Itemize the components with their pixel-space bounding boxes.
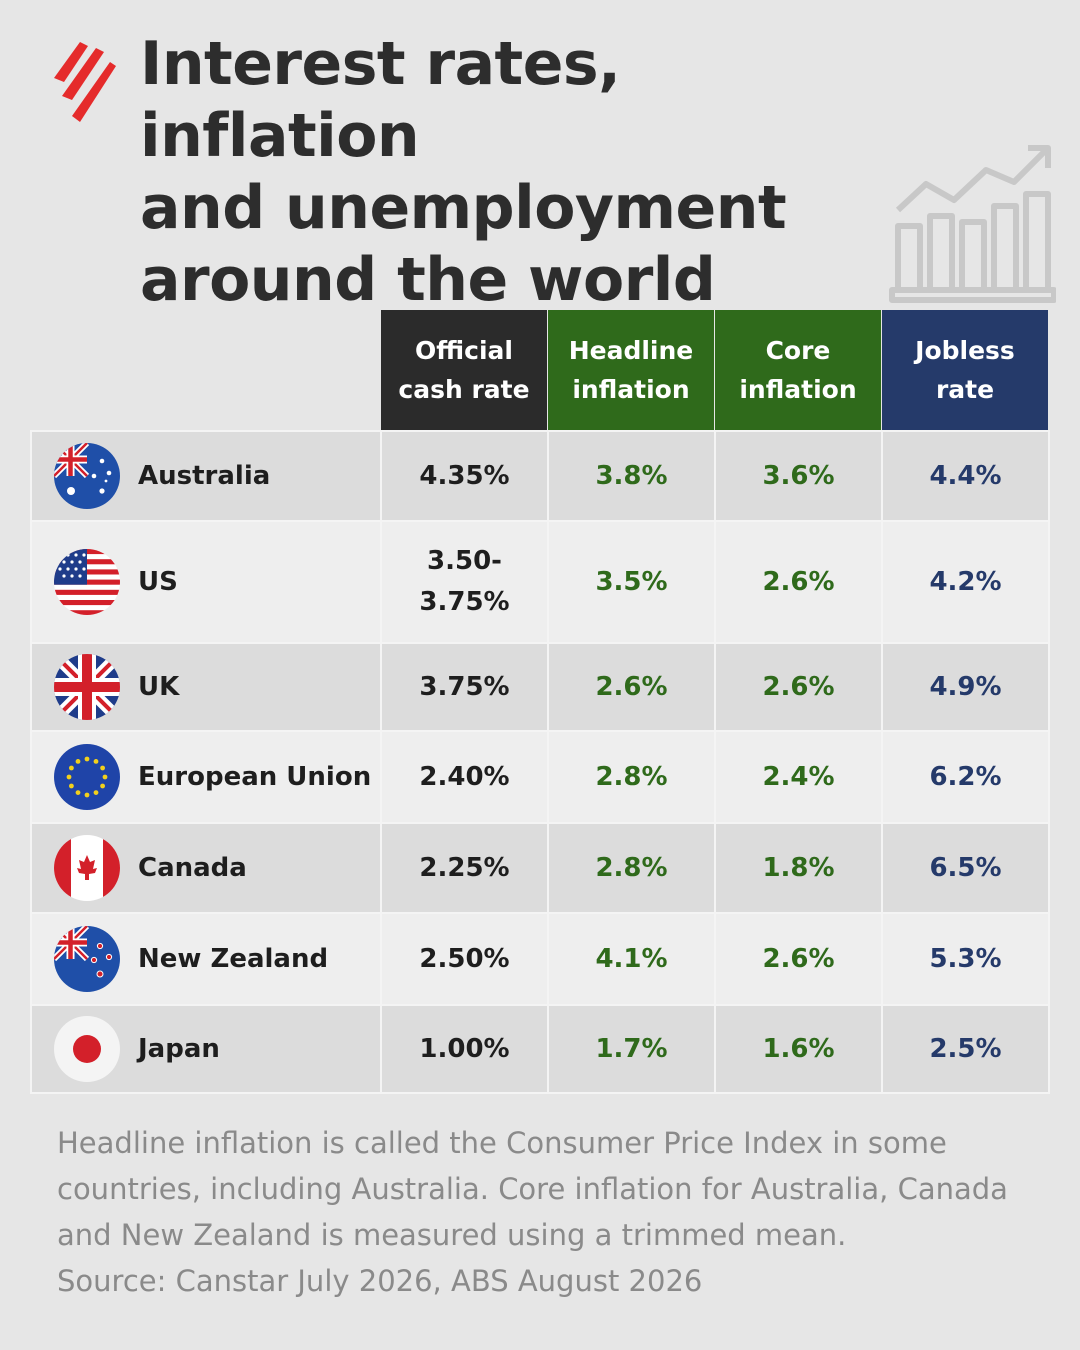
header-text: Official: [415, 336, 513, 365]
core-inflation-value: 2.6%: [714, 914, 881, 1004]
header-text: inflation: [572, 375, 690, 404]
headline-inflation-value: 2.8%: [547, 732, 714, 822]
sbs-logo-icon: [54, 42, 116, 122]
country-cell: UK: [32, 644, 380, 730]
country-cell: European Union: [32, 732, 380, 822]
header-text: Headline: [568, 336, 694, 365]
table-row: European Union 2.40% 2.8% 2.4% 6.2%: [32, 730, 1048, 822]
bar-chart-growth-icon: [889, 145, 1056, 303]
table-row: UK 3.75% 2.6% 2.6% 4.9%: [32, 642, 1048, 730]
core-inflation-value: 2.4%: [714, 732, 881, 822]
page-title: Interest rates, inflation and unemployme…: [140, 28, 900, 316]
header-text: rate: [935, 375, 995, 404]
table-row: Japan 1.00% 1.7% 1.6% 2.5%: [32, 1004, 1048, 1092]
us-flag-icon: [54, 549, 120, 615]
headline-inflation-value: 2.6%: [547, 644, 714, 730]
cash-rate-value: 2.40%: [380, 732, 547, 822]
headline-inflation-value: 4.1%: [547, 914, 714, 1004]
header-headline-inflation: Headline inflation: [548, 310, 714, 430]
jobless-rate-value: 6.2%: [881, 732, 1048, 822]
jobless-rate-value: 4.2%: [881, 522, 1048, 642]
jobless-rate-value: 4.4%: [881, 432, 1048, 520]
country-name: UK: [138, 671, 180, 702]
country-name: US: [138, 566, 178, 597]
eu-flag-icon: [54, 744, 120, 810]
jobless-rate-value: 6.5%: [881, 824, 1048, 912]
data-table: Official cash rate Headline inflation Co…: [30, 310, 1050, 1094]
footnote-line: countries, including Australia. Core inf…: [57, 1172, 1008, 1206]
country-name: Canada: [138, 852, 247, 883]
core-inflation-value: 1.6%: [714, 1006, 881, 1092]
canada-flag-icon: [54, 835, 120, 901]
country-name: Japan: [138, 1033, 220, 1064]
cash-rate-value: 1.00%: [380, 1006, 547, 1092]
header-text: Jobless: [915, 336, 1015, 365]
header-text: inflation: [739, 375, 857, 404]
headline-inflation-value: 1.7%: [547, 1006, 714, 1092]
uk-flag-icon: [54, 654, 120, 720]
jobless-rate-value: 2.5%: [881, 1006, 1048, 1092]
table-row: US 3.50- 3.75% 3.5% 2.6% 4.2%: [32, 520, 1048, 642]
australia-flag-icon: [54, 443, 120, 509]
new-zealand-flag-icon: [54, 926, 120, 992]
title-line: Interest rates, inflation: [140, 29, 621, 171]
cash-rate-value: 4.35%: [380, 432, 547, 520]
table-header: Official cash rate Headline inflation Co…: [30, 310, 1050, 430]
country-cell: New Zealand: [32, 914, 380, 1004]
jobless-rate-value: 5.3%: [881, 914, 1048, 1004]
cash-rate-value: 3.75%: [380, 644, 547, 730]
header-text: cash rate: [398, 375, 530, 404]
source-line: Source: Canstar July 2026, ABS August 20…: [57, 1264, 703, 1298]
cash-rate-value: 2.25%: [380, 824, 547, 912]
table-body: Australia 4.35% 3.8% 3.6% 4.4% US 3.50- …: [30, 430, 1050, 1094]
headline-inflation-value: 3.8%: [547, 432, 714, 520]
country-cell: Australia: [32, 432, 380, 520]
footnote-line: Headline inflation is called the Consume…: [57, 1126, 947, 1160]
jobless-rate-value: 4.9%: [881, 644, 1048, 730]
headline-inflation-value: 3.5%: [547, 522, 714, 642]
cash-rate-value: 3.50- 3.75%: [380, 522, 547, 642]
footnote-line: and New Zealand is measured using a trim…: [57, 1218, 847, 1252]
core-inflation-value: 3.6%: [714, 432, 881, 520]
country-name: Australia: [138, 460, 271, 491]
table-row: New Zealand 2.50% 4.1% 2.6% 5.3%: [32, 912, 1048, 1004]
country-cell: Japan: [32, 1006, 380, 1092]
japan-flag-icon: [54, 1016, 120, 1082]
table-row: Canada 2.25% 2.8% 1.8% 6.5%: [32, 822, 1048, 912]
header-text: Core: [765, 336, 831, 365]
core-inflation-value: 2.6%: [714, 644, 881, 730]
core-inflation-value: 1.8%: [714, 824, 881, 912]
title-line: around the world: [140, 245, 716, 315]
table-row: Australia 4.35% 3.8% 3.6% 4.4%: [32, 430, 1048, 520]
country-cell: US: [32, 522, 380, 642]
title-line: and unemployment: [140, 173, 787, 243]
header-jobless-rate: Jobless rate: [882, 310, 1048, 430]
core-inflation-value: 2.6%: [714, 522, 881, 642]
cash-rate-value: 2.50%: [380, 914, 547, 1004]
country-cell: Canada: [32, 824, 380, 912]
header-core-inflation: Core inflation: [715, 310, 881, 430]
country-name: European Union: [138, 761, 372, 792]
footnote: Headline inflation is called the Consume…: [57, 1120, 1057, 1304]
header-official-cash-rate: Official cash rate: [381, 310, 547, 430]
country-name: New Zealand: [138, 943, 329, 974]
headline-inflation-value: 2.8%: [547, 824, 714, 912]
